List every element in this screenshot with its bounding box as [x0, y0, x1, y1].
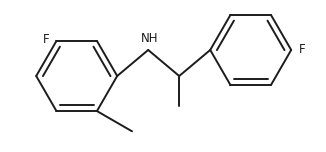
Text: F: F [42, 33, 49, 46]
Text: NH: NH [141, 32, 158, 45]
Text: F: F [299, 43, 305, 57]
